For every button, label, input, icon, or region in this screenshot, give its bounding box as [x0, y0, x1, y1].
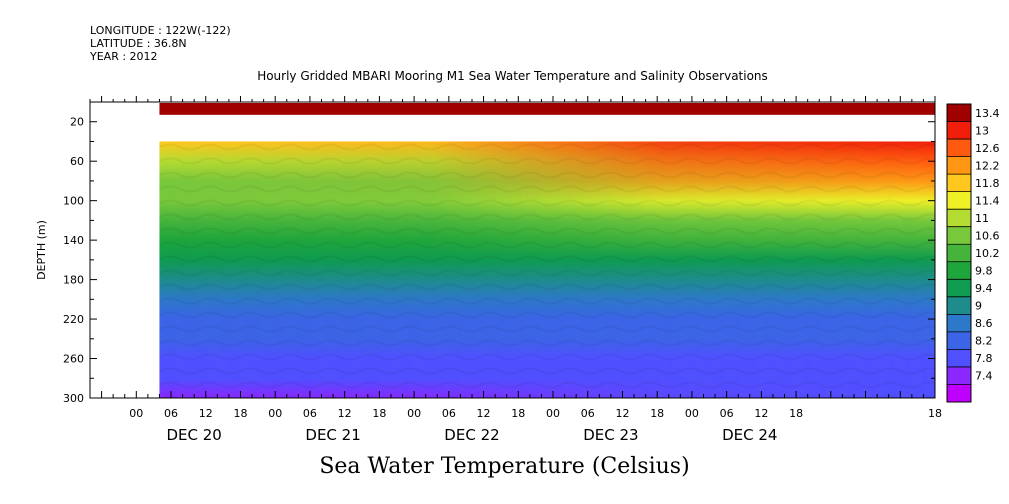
- x-tick-label: 06: [303, 407, 317, 420]
- colorbar-swatch: [947, 191, 971, 210]
- colorbar-label: 11.8: [975, 177, 1000, 190]
- surface-band: [159, 103, 936, 115]
- x-day-label: DEC 20: [166, 426, 221, 444]
- x-tick-label: 18: [511, 407, 525, 420]
- y-tick-label: 20: [70, 116, 84, 129]
- colorbar-label: 11.4: [975, 194, 1000, 207]
- x-tick-label: 18: [372, 407, 386, 420]
- x-tick-label: 12: [338, 407, 352, 420]
- colorbar-label: 13.4: [975, 107, 1000, 120]
- chart-title: Hourly Gridded MBARI Mooring M1 Sea Wate…: [257, 69, 768, 83]
- plot-area: [89, 101, 936, 399]
- y-tick-label: 140: [63, 234, 84, 247]
- x-tick-label: 12: [615, 407, 629, 420]
- colorbar-frame: [946, 103, 972, 403]
- colorbar-swatch: [947, 331, 971, 350]
- colorbar-swatch: [947, 314, 971, 333]
- colorbar-swatch: [947, 279, 971, 298]
- x-day-label: DEC 21: [305, 426, 360, 444]
- x-tick-label: 06: [581, 407, 595, 420]
- x-tick-label: 06: [720, 407, 734, 420]
- colorbar-swatch: [947, 156, 971, 175]
- y-tick-label: 220: [63, 313, 84, 326]
- longitude-label: LONGITUDE : 122W(-122): [90, 24, 231, 37]
- x-tick-label: 06: [164, 407, 178, 420]
- colorbar-label: 12.2: [975, 159, 1000, 172]
- colorbar-swatch: [947, 349, 971, 368]
- x-tick-label: 18: [789, 407, 803, 420]
- latitude-label: LATITUDE : 36.8N: [90, 37, 187, 50]
- colorbar-swatch: [947, 366, 971, 385]
- colorbar-label: 11: [975, 212, 989, 225]
- colorbar-swatch: [947, 384, 971, 403]
- x-tick-label: 18: [928, 407, 942, 420]
- colorbar-swatch: [947, 104, 971, 122]
- colorbar-label: 7.8: [975, 352, 993, 365]
- colorbar-swatch: [947, 226, 971, 245]
- y-tick-label: 60: [70, 155, 84, 168]
- colorbar-swatch: [947, 296, 971, 315]
- colorbar-label: 9: [975, 300, 982, 313]
- colorbar-label: 10.6: [975, 229, 1000, 242]
- x-day-label: DEC 22: [444, 426, 499, 444]
- colorbar-swatch: [947, 261, 971, 280]
- x-day-label: DEC 24: [722, 426, 777, 444]
- x-tick-label: 00: [546, 407, 560, 420]
- colorbar-label: 9.8: [975, 265, 993, 278]
- colorbar-swatch: [947, 174, 971, 192]
- y-tick-label: 100: [63, 195, 84, 208]
- y-tick-label: 300: [63, 392, 84, 405]
- colorbar-label: 10.2: [975, 247, 1000, 260]
- y-axis: 20 60 100 140 180 220 260 300 DEPTH (m): [35, 101, 935, 405]
- colorbar-label: 13: [975, 124, 989, 137]
- y-tick-label: 180: [63, 274, 84, 287]
- variable-label: Sea Water Temperature (Celsius): [319, 454, 690, 479]
- plot-frame: [89, 101, 936, 399]
- colorbar-label: 9.4: [975, 282, 993, 295]
- colorbar-label: 8.6: [975, 317, 993, 330]
- colorbar-label: 8.2: [975, 335, 993, 348]
- x-tick-label: 12: [477, 407, 491, 420]
- temperature-field-texture: [159, 141, 936, 398]
- colorbar-swatch: [947, 121, 971, 140]
- year-label: YEAR : 2012: [90, 50, 158, 63]
- x-tick-label: 00: [407, 407, 421, 420]
- y-axis-label: DEPTH (m): [35, 220, 48, 280]
- x-tick-label: 12: [754, 407, 768, 420]
- x-tick-label: 18: [233, 407, 247, 420]
- x-tick-label: 00: [268, 407, 282, 420]
- x-tick-label: 00: [129, 407, 143, 420]
- x-tick-label: 06: [442, 407, 456, 420]
- colorbar-swatch: [947, 244, 971, 263]
- colorbar-swatch: [947, 209, 971, 228]
- x-tick-label: 00: [685, 407, 699, 420]
- x-axis: 00 06 12 18 00 06 12 18 00 06 12 18 00 06 12 18 00 06 12 18…: [89, 96, 942, 444]
- colorbar: 13.4 13 12.6 12.2 11.8 11.4 11 10.6 10.2 9.8 9.4 9 8…: [946, 103, 1000, 403]
- x-tick-label: 12: [199, 407, 213, 420]
- x-day-label: DEC 23: [583, 426, 638, 444]
- colorbar-label: 7.4: [975, 370, 993, 383]
- x-tick-label: 18: [650, 407, 664, 420]
- colorbar-swatch: [947, 139, 971, 157]
- y-tick-label: 260: [63, 353, 84, 366]
- colorbar-label: 12.6: [975, 142, 1000, 155]
